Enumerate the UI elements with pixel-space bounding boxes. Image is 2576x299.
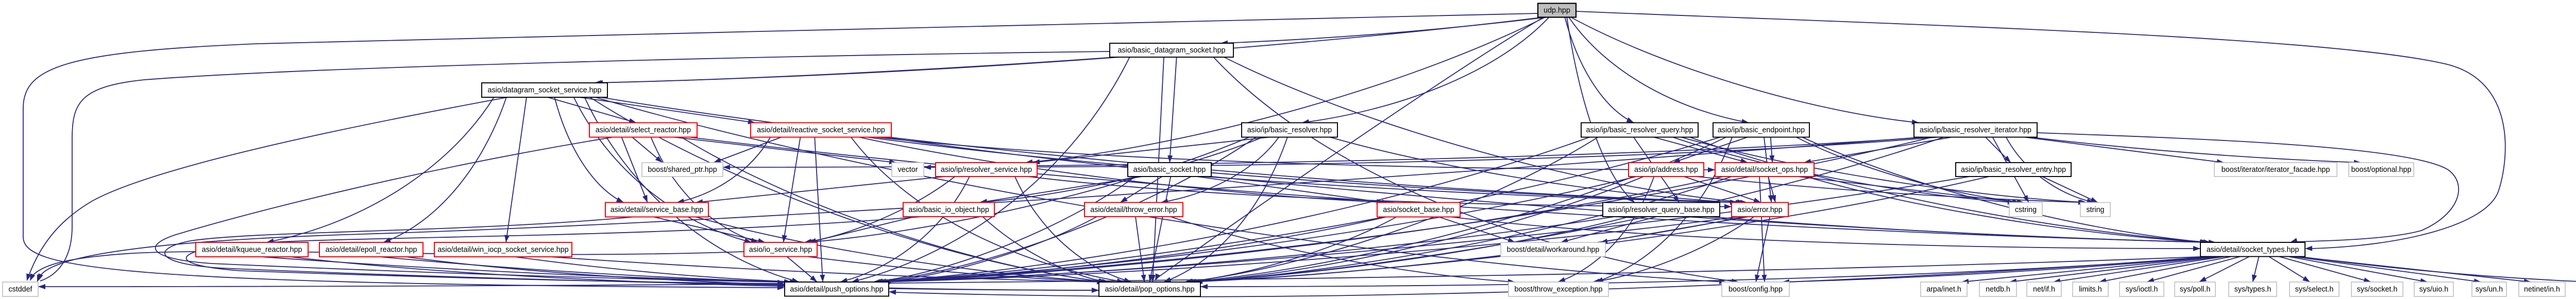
svg-text:sys/un.h: sys/un.h	[2476, 286, 2503, 294]
svg-text:sys/types.h: sys/types.h	[2234, 286, 2272, 294]
svg-text:asio/detail/throw_error.hpp: asio/detail/throw_error.hpp	[1090, 206, 1177, 214]
svg-text:boost/detail/workaround.hpp: boost/detail/workaround.hpp	[1507, 245, 1600, 254]
svg-text:boost/iterator/iterator_facade: boost/iterator/iterator_facade.hpp	[2222, 166, 2330, 174]
svg-text:asio/detail/socket_ops.hpp: asio/detail/socket_ops.hpp	[1721, 166, 1808, 174]
svg-text:asio/detail/reactive_socket_se: asio/detail/reactive_socket_service.hpp	[757, 126, 885, 134]
svg-text:sys/uio.h: sys/uio.h	[2419, 286, 2448, 294]
svg-text:asio/error.hpp: asio/error.hpp	[1737, 206, 1782, 214]
svg-text:asio/ip/basic_resolver_entry.h: asio/ip/basic_resolver_entry.hpp	[1961, 166, 2066, 174]
svg-text:asio/detail/push_options.hpp: asio/detail/push_options.hpp	[790, 285, 883, 293]
svg-text:asio/detail/epoll_reactor.hpp: asio/detail/epoll_reactor.hpp	[325, 246, 417, 254]
svg-text:asio/ip/address.hpp: asio/ip/address.hpp	[1634, 166, 1698, 174]
svg-text:asio/ip/basic_resolver.hpp: asio/ip/basic_resolver.hpp	[1247, 126, 1332, 134]
svg-text:asio/detail/win_iocp_socket_se: asio/detail/win_iocp_socket_service.hpp	[437, 246, 568, 254]
svg-text:boost/throw_exception.hpp: boost/throw_exception.hpp	[1515, 286, 1603, 294]
svg-text:asio/detail/service_base.hpp: asio/detail/service_base.hpp	[611, 206, 703, 214]
svg-text:limits.h: limits.h	[2079, 286, 2102, 294]
svg-text:sys/ioctl.h: sys/ioctl.h	[2126, 286, 2158, 294]
svg-text:udp.hpp: udp.hpp	[1544, 7, 1570, 15]
svg-text:netdb.h: netdb.h	[1986, 286, 2010, 294]
svg-text:string: string	[2087, 206, 2105, 214]
svg-text:cstddef: cstddef	[8, 286, 32, 294]
svg-text:boost/config.hpp: boost/config.hpp	[1728, 286, 1783, 294]
svg-text:asio/detail/select_reactor.hpp: asio/detail/select_reactor.hpp	[596, 126, 691, 134]
svg-text:asio/ip/basic_resolver_iterato: asio/ip/basic_resolver_iterator.hpp	[1920, 126, 2031, 134]
svg-text:asio/ip/resolver_service.hpp: asio/ip/resolver_service.hpp	[941, 166, 1032, 174]
svg-text:asio/io_service.hpp: asio/io_service.hpp	[749, 245, 812, 254]
svg-text:netinet/in.h: netinet/in.h	[2524, 286, 2560, 294]
svg-text:asio/datagram_socket_service.h: asio/datagram_socket_service.hpp	[488, 86, 602, 95]
svg-text:asio/detail/socket_types.hpp: asio/detail/socket_types.hpp	[2207, 245, 2299, 254]
svg-text:asio/basic_datagram_socket.hpp: asio/basic_datagram_socket.hpp	[1117, 46, 1225, 55]
svg-text:asio/detail/pop_options.hpp: asio/detail/pop_options.hpp	[1105, 286, 1194, 294]
svg-text:sys/socket.h: sys/socket.h	[2357, 286, 2398, 294]
svg-text:net/if.h: net/if.h	[2033, 286, 2055, 294]
svg-text:arpa/inet.h: arpa/inet.h	[1926, 286, 1961, 294]
svg-text:asio/ip/basic_endpoint.hpp: asio/ip/basic_endpoint.hpp	[1718, 126, 1805, 134]
svg-text:asio/ip/resolver_query_base.hp: asio/ip/resolver_query_base.hpp	[1608, 206, 1715, 214]
svg-text:asio/ip/basic_resolver_query.h: asio/ip/basic_resolver_query.hpp	[1586, 126, 1693, 134]
svg-text:sys/poll.h: sys/poll.h	[2180, 286, 2211, 294]
svg-text:asio/basic_io_object.hpp: asio/basic_io_object.hpp	[908, 206, 989, 214]
svg-text:vector: vector	[898, 166, 918, 174]
svg-text:sys/select.h: sys/select.h	[2295, 286, 2334, 294]
svg-text:asio/socket_base.hpp: asio/socket_base.hpp	[1383, 206, 1454, 214]
svg-text:boost/shared_ptr.hpp: boost/shared_ptr.hpp	[648, 166, 717, 174]
svg-text:boost/optional.hpp: boost/optional.hpp	[2351, 166, 2412, 174]
svg-text:asio/detail/kqueue_reactor.hpp: asio/detail/kqueue_reactor.hpp	[202, 246, 302, 254]
svg-text:cstring: cstring	[2015, 206, 2037, 214]
svg-text:asio/basic_socket.hpp: asio/basic_socket.hpp	[1133, 166, 1206, 174]
